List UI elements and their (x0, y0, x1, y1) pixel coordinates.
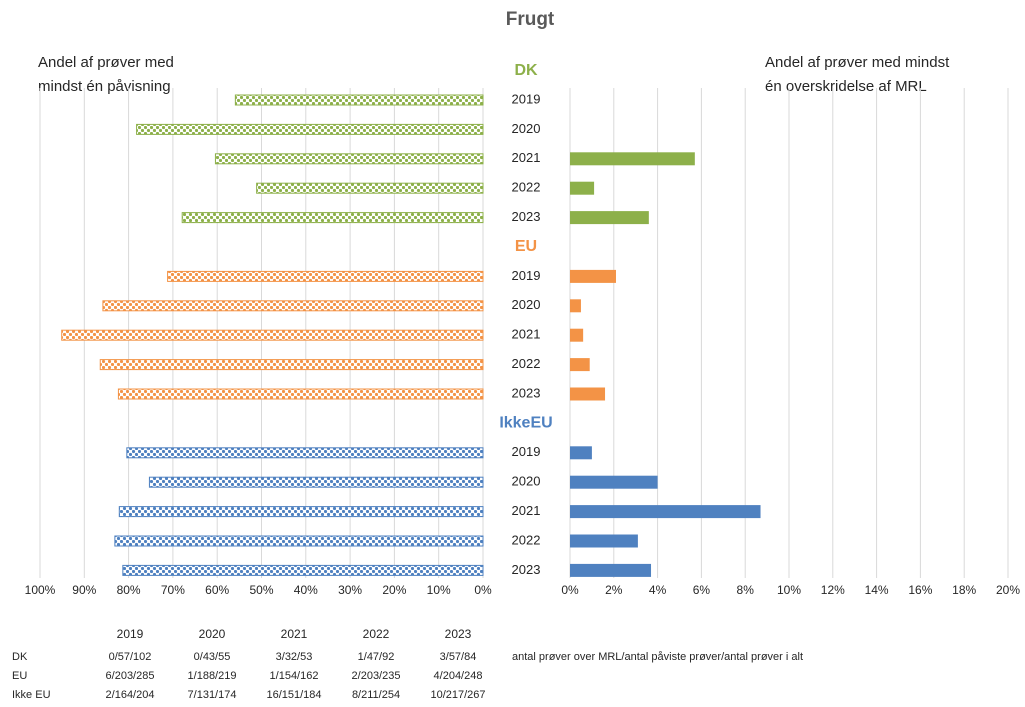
x-tick-label: 10% (777, 583, 801, 597)
table-cell: 10/217/267 (430, 689, 485, 701)
row-label: 2021 (512, 327, 541, 342)
group-label: EU (515, 238, 537, 255)
left-bar (148, 476, 484, 488)
left-bar (136, 123, 484, 135)
x-tick-label: 20% (382, 583, 406, 597)
row-label: 2021 (512, 503, 541, 518)
group-label: DK (514, 62, 538, 79)
right-bar (570, 152, 695, 166)
table-cell: 1/47/92 (358, 651, 395, 663)
right-bar (570, 299, 581, 313)
table-row-label: EU (12, 670, 27, 682)
table-cell: 16/151/184 (266, 689, 321, 701)
x-tick-label: 40% (294, 583, 318, 597)
left-bar (167, 270, 484, 282)
right-bar (570, 563, 652, 577)
table-row-label: DK (12, 651, 28, 663)
left-bar (102, 300, 484, 312)
x-tick-label: 100% (25, 583, 56, 597)
row-label: 2022 (512, 532, 541, 547)
right-bar (570, 505, 761, 519)
row-label: 2023 (512, 209, 541, 224)
row-label: 2019 (512, 91, 541, 106)
row-label: 2020 (512, 121, 541, 136)
x-tick-label: 10% (427, 583, 451, 597)
table-cell: 3/32/53 (276, 651, 313, 663)
x-tick-label: 12% (821, 583, 845, 597)
right-axis-label: Andel af prøver med mindst (765, 54, 950, 71)
row-label: 2021 (512, 150, 541, 165)
table-cell: 2/164/204 (106, 689, 155, 701)
x-tick-label: 8% (737, 583, 755, 597)
right-bar (570, 387, 606, 401)
table-header: 2019 (117, 627, 144, 641)
table-cell: 0/43/55 (194, 651, 231, 663)
x-tick-label: 18% (952, 583, 976, 597)
left-bar (114, 535, 484, 547)
table-header: 2020 (199, 627, 226, 641)
right-bar (570, 211, 649, 225)
group-label: IkkeEU (499, 415, 552, 432)
chart-title: Frugt (506, 9, 555, 30)
table-cell: 2/203/235 (352, 670, 401, 682)
row-label: 2023 (512, 385, 541, 400)
table-cell: 3/57/84 (440, 651, 477, 663)
table-header: 2022 (363, 627, 390, 641)
row-label: 2022 (512, 356, 541, 371)
right-axis-label: én overskridelse af MRL (765, 78, 927, 95)
x-tick-label: 4% (649, 583, 667, 597)
table-cell: 1/154/162 (270, 670, 319, 682)
left-bar (99, 359, 484, 371)
x-tick-label: 80% (117, 583, 141, 597)
x-tick-label: 2% (605, 583, 623, 597)
x-tick-label: 70% (161, 583, 185, 597)
right-bar (570, 446, 592, 460)
left-bar (117, 388, 484, 400)
x-tick-label: 60% (205, 583, 229, 597)
x-tick-label: 6% (693, 583, 711, 597)
table-header: 2023 (445, 627, 472, 641)
left-bar (256, 182, 484, 194)
left-axis-label: mindst én påvisning (38, 78, 171, 95)
x-tick-label: 14% (865, 583, 889, 597)
left-bar (118, 506, 484, 518)
row-label: 2022 (512, 180, 541, 195)
table-note: antal prøver over MRL/antal påviste prøv… (512, 651, 803, 663)
table-cell: 0/57/102 (109, 651, 152, 663)
row-label: 2023 (512, 562, 541, 577)
x-tick-label: 30% (338, 583, 362, 597)
row-label: 2019 (512, 268, 541, 283)
right-bar (570, 534, 638, 548)
left-bar (214, 153, 484, 165)
row-label: 2020 (512, 474, 541, 489)
table-cell: 1/188/219 (188, 670, 237, 682)
x-tick-label: 90% (72, 583, 96, 597)
table-cell: 8/211/254 (352, 689, 400, 701)
row-label: 2020 (512, 297, 541, 312)
left-bar (126, 447, 484, 459)
left-bar (181, 212, 484, 224)
right-bar (570, 358, 590, 372)
table-header: 2021 (281, 627, 308, 641)
left-axis-label: Andel af prøver med (38, 54, 174, 71)
x-tick-label: 20% (996, 583, 1020, 597)
x-tick-label: 0% (474, 583, 492, 597)
x-tick-label: 16% (908, 583, 932, 597)
row-label: 2019 (512, 444, 541, 459)
left-bar (61, 329, 484, 341)
table-cell: 7/131/174 (188, 689, 237, 701)
table-cell: 6/203/285 (106, 670, 155, 682)
right-bar (570, 328, 584, 342)
right-bar (570, 181, 595, 195)
table-cell: 4/204/248 (434, 670, 483, 682)
x-tick-label: 50% (249, 583, 273, 597)
table-row-label: Ikke EU (12, 689, 51, 701)
left-bar (122, 564, 484, 576)
right-bar (570, 475, 658, 489)
x-tick-label: 0% (561, 583, 579, 597)
left-bar (234, 94, 484, 106)
right-bar (570, 269, 616, 283)
